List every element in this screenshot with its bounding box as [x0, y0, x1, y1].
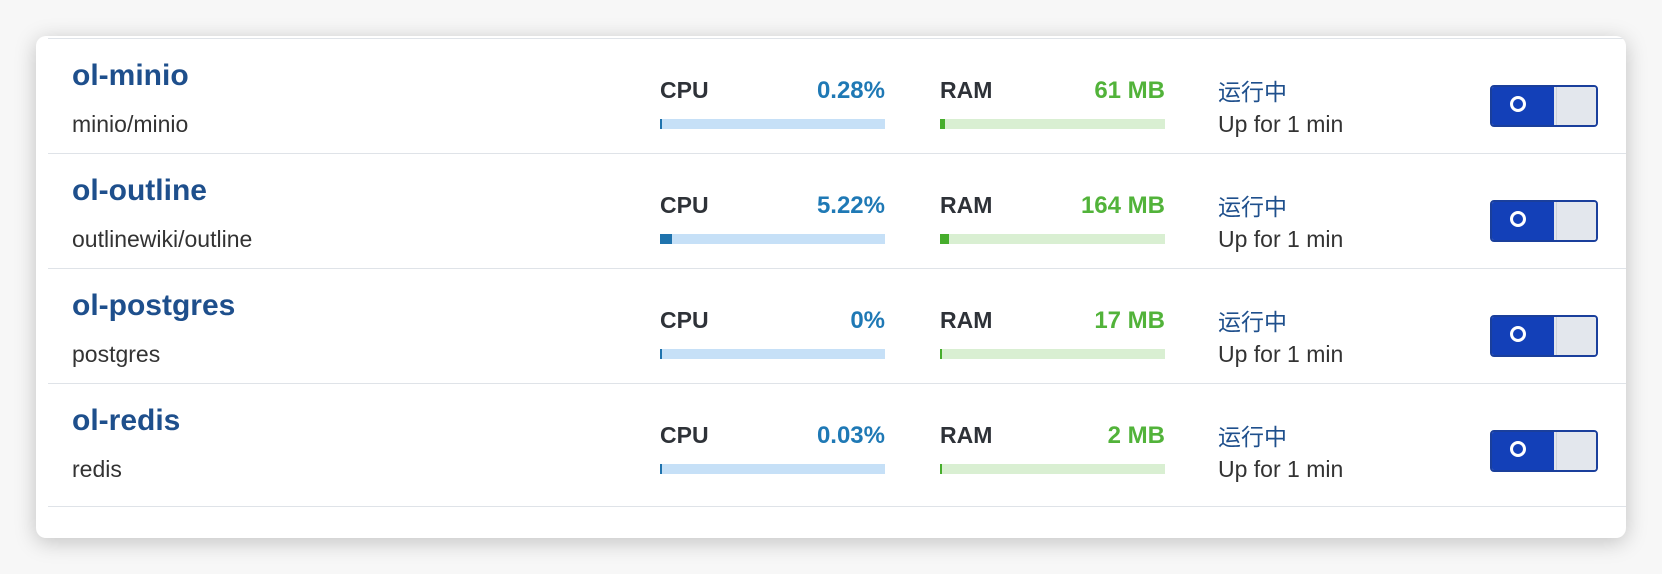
container-name[interactable]: ol-redis	[72, 404, 181, 437]
cpu-usage-fill	[660, 464, 662, 474]
cpu-usage-bar	[660, 349, 885, 359]
toggle-handle	[1556, 317, 1596, 355]
ram-metric: RAM 164 MB	[940, 192, 1165, 248]
container-name[interactable]: ol-postgres	[72, 289, 236, 322]
cpu-value: 5.22%	[816, 192, 885, 219]
ram-metric: RAM 61 MB	[940, 77, 1165, 133]
container-power-toggle[interactable]	[1490, 315, 1598, 357]
container-name[interactable]: ol-outline	[72, 174, 207, 207]
toggle-handle	[1556, 202, 1596, 240]
cpu-metric: CPU 0.03%	[660, 422, 885, 478]
cpu-label: CPU	[660, 307, 709, 333]
cpu-usage-fill	[660, 119, 662, 129]
container-power-toggle[interactable]	[1490, 200, 1598, 242]
status-text: 运行中	[1218, 424, 1287, 450]
status-text: 运行中	[1218, 194, 1287, 220]
ram-usage-fill	[940, 349, 942, 359]
ram-label: RAM	[940, 307, 993, 333]
status-text: 运行中	[1218, 309, 1287, 335]
cpu-label: CPU	[660, 422, 709, 448]
container-row-ol-minio[interactable]: ol-minio minio/minio CPU 0.28% RAM 61 MB…	[48, 38, 1626, 161]
ram-label: RAM	[940, 77, 993, 103]
cpu-metric: CPU 0.28%	[660, 77, 885, 133]
container-power-toggle[interactable]	[1490, 430, 1598, 472]
container-image: postgres	[72, 341, 161, 367]
power-circle-icon	[1510, 96, 1526, 112]
container-image: outlinewiki/outline	[72, 226, 253, 252]
power-circle-icon	[1510, 441, 1526, 457]
uptime-text: Up for 1 min	[1218, 341, 1344, 367]
ram-usage-bar	[940, 349, 1165, 359]
toggle-on-side	[1492, 317, 1554, 355]
ram-usage-fill	[940, 234, 949, 244]
ram-value: 2 MB	[1107, 422, 1165, 449]
ram-usage-bar	[940, 234, 1165, 244]
cpu-value: 0%	[850, 307, 885, 334]
cpu-value: 0.28%	[816, 77, 885, 104]
ram-usage-fill	[940, 119, 945, 129]
uptime-text: Up for 1 min	[1218, 226, 1344, 252]
cpu-label: CPU	[660, 192, 709, 218]
toggle-on-side	[1492, 432, 1554, 470]
ram-value: 17 MB	[1094, 307, 1165, 334]
container-row-ol-postgres[interactable]: ol-postgres postgres CPU 0% RAM 17 MB 运行…	[48, 268, 1626, 391]
toggle-on-side	[1492, 87, 1554, 125]
container-image: redis	[72, 456, 122, 482]
container-power-toggle[interactable]	[1490, 85, 1598, 127]
toggle-on-side	[1492, 202, 1554, 240]
cpu-label: CPU	[660, 77, 709, 103]
cpu-metric: CPU 5.22%	[660, 192, 885, 248]
cpu-metric: CPU 0%	[660, 307, 885, 363]
ram-usage-fill	[940, 464, 942, 474]
toggle-handle	[1556, 432, 1596, 470]
toggle-handle	[1556, 87, 1596, 125]
ram-usage-bar	[940, 119, 1165, 129]
ram-label: RAM	[940, 422, 993, 448]
power-circle-icon	[1510, 211, 1526, 227]
status-text: 运行中	[1218, 79, 1287, 105]
container-list-panel: ol-minio minio/minio CPU 0.28% RAM 61 MB…	[36, 36, 1626, 538]
cpu-usage-bar	[660, 119, 885, 129]
container-image: minio/minio	[72, 111, 189, 137]
ram-value: 164 MB	[1080, 192, 1165, 219]
cpu-value: 0.03%	[816, 422, 885, 449]
cpu-usage-fill	[660, 349, 662, 359]
ram-label: RAM	[940, 192, 993, 218]
ram-metric: RAM 17 MB	[940, 307, 1165, 363]
cpu-usage-bar	[660, 234, 885, 244]
ram-usage-bar	[940, 464, 1165, 474]
container-name[interactable]: ol-minio	[72, 59, 189, 92]
uptime-text: Up for 1 min	[1218, 111, 1344, 137]
cpu-usage-fill	[660, 234, 672, 244]
power-circle-icon	[1510, 326, 1526, 342]
cpu-usage-bar	[660, 464, 885, 474]
container-row-ol-redis[interactable]: ol-redis redis CPU 0.03% RAM 2 MB 运行中 Up…	[48, 383, 1626, 507]
ram-value: 61 MB	[1094, 77, 1165, 104]
ram-metric: RAM 2 MB	[940, 422, 1165, 478]
uptime-text: Up for 1 min	[1218, 456, 1344, 482]
container-row-ol-outline[interactable]: ol-outline outlinewiki/outline CPU 5.22%…	[48, 153, 1626, 276]
